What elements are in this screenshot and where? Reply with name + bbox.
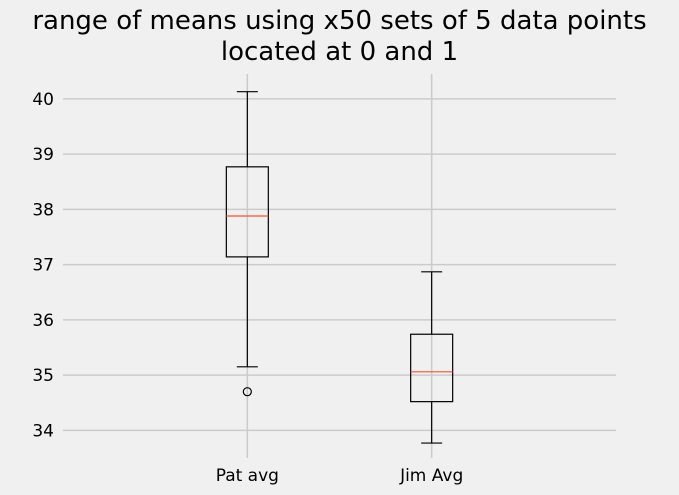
box-group <box>410 271 454 444</box>
y-tick-label: 38 <box>32 200 54 220</box>
y-tick-label: 34 <box>32 421 54 441</box>
y-tick-label: 39 <box>32 145 54 165</box>
box-group <box>225 91 269 397</box>
x-tick-label: Jim Avg <box>399 466 463 486</box>
y-tick-label: 37 <box>32 256 54 276</box>
box-iqr <box>225 166 269 258</box>
y-tick-label: 40 <box>32 90 54 110</box>
chart-title: range of means using x50 sets of 5 data … <box>0 6 679 68</box>
outlier-point <box>242 387 252 397</box>
grid <box>63 74 616 458</box>
boxes <box>225 91 454 444</box>
chart-title-line-2: located at 0 and 1 <box>220 37 459 67</box>
y-tick-label: 35 <box>32 366 54 386</box>
x-tick-label: Pat avg <box>216 466 279 486</box>
x-tick-labels: Pat avg Jim Avg <box>216 466 464 486</box>
chart-title-line-1: range of means using x50 sets of 5 data … <box>32 6 647 36</box>
y-tick-labels: 34 35 36 37 38 39 40 <box>32 90 54 442</box>
box-iqr <box>410 333 454 403</box>
y-tick-label: 36 <box>32 311 54 331</box>
